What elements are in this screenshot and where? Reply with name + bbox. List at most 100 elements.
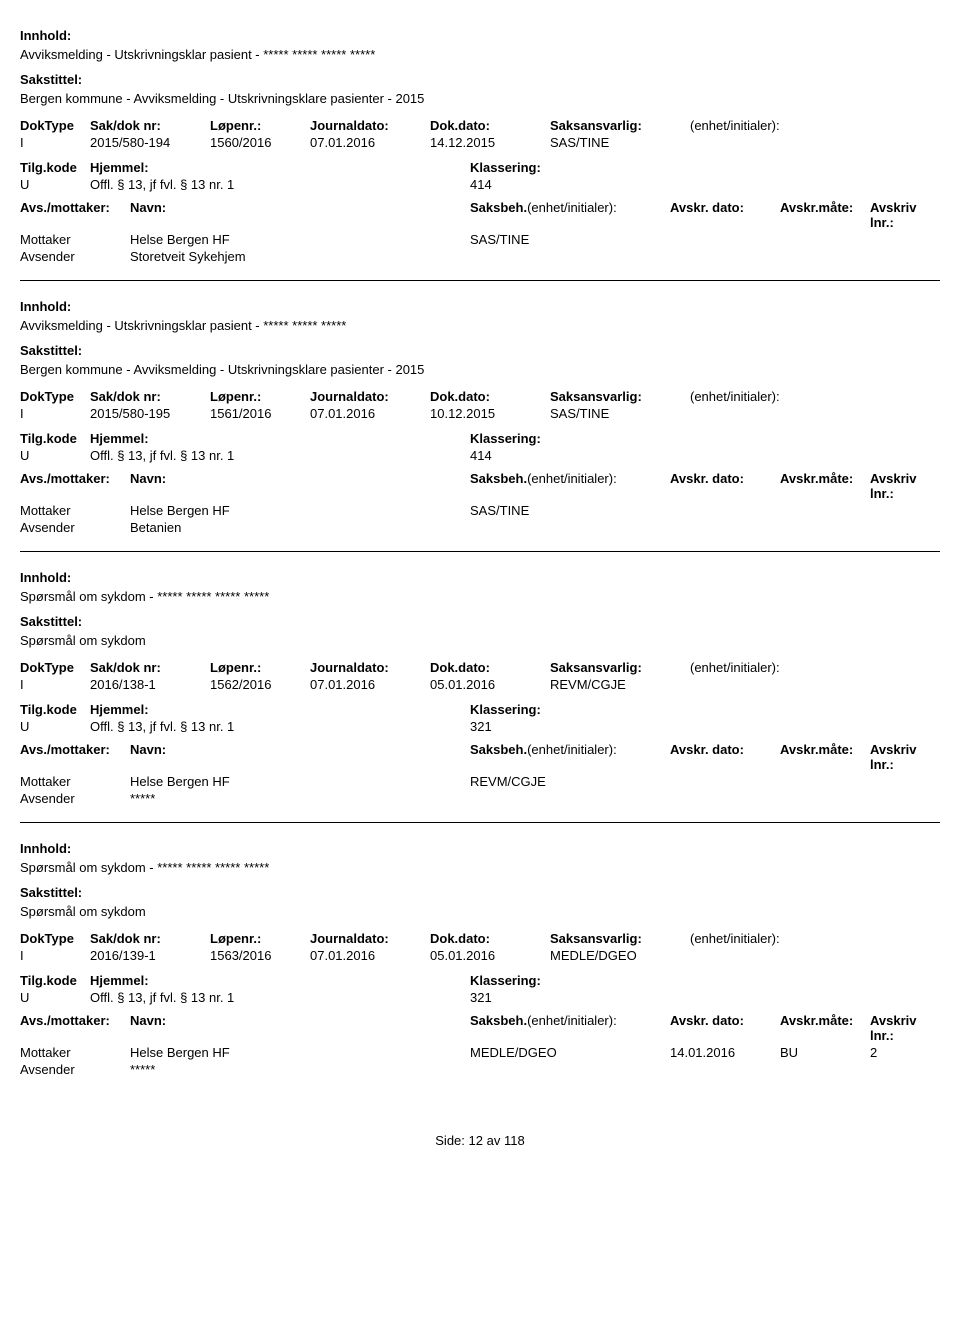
saksbeh-header: Saksbeh.(enhet/initialer): <box>470 200 670 230</box>
saksansvarlig-value: SAS/TINE <box>550 406 690 421</box>
footer-sep: av <box>487 1133 501 1148</box>
klassering-value: 321 <box>470 719 940 734</box>
innhold-value: Spørsmål om sykdom - ***** ***** ***** *… <box>20 860 940 875</box>
avskrdato-label: Avskr. dato: <box>670 200 780 230</box>
journaldato-value: 07.01.2016 <box>310 135 430 150</box>
avsmottaker-label: Avs./mottaker: <box>20 200 130 230</box>
mottaker-navn: Helse Bergen HF <box>130 232 470 247</box>
saksbeh-value: SAS/TINE <box>470 232 670 247</box>
avskrdato-value <box>670 774 780 789</box>
sakstittel-value: Spørsmål om sykdom <box>20 904 940 919</box>
hjemmel-value: Offl. § 13, jf fvl. § 13 nr. 1 <box>90 719 470 734</box>
sakdok-value: 2016/139-1 <box>90 948 210 963</box>
saksbeh-value: SAS/TINE <box>470 503 670 518</box>
sakdok-label: Sak/dok nr: <box>90 931 210 946</box>
enhet-value <box>690 677 940 692</box>
mottaker-navn: Helse Bergen HF <box>130 774 470 789</box>
navn-label: Navn: <box>130 200 470 230</box>
journaldato-label: Journaldato: <box>310 660 430 675</box>
tilgkode-value: U <box>20 719 90 734</box>
navn-label: Navn: <box>130 742 470 772</box>
avskrivlnr-label: Avskriv lnr.: <box>870 742 940 772</box>
innhold-label: Innhold: <box>20 28 940 43</box>
tilgkode-value: U <box>20 990 90 1005</box>
avskrmate-value <box>780 232 870 247</box>
mottaker-role: Mottaker <box>20 503 130 518</box>
mottaker-role: Mottaker <box>20 232 130 247</box>
lopenr-label: Løpenr.: <box>210 118 310 133</box>
tilgkode-value: U <box>20 177 90 192</box>
klassering-label: Klassering: <box>470 160 940 175</box>
enhet-value <box>690 406 940 421</box>
navn-label: Navn: <box>130 471 470 501</box>
tilgkode-label: Tilg.kode <box>20 431 90 446</box>
avskrivlnr-label: Avskriv lnr.: <box>870 471 940 501</box>
doktype-value: I <box>20 406 90 421</box>
footer-total: 118 <box>504 1133 525 1148</box>
hjemmel-label: Hjemmel: <box>90 702 470 717</box>
tilgkode-label: Tilg.kode <box>20 702 90 717</box>
saksansvarlig-value: SAS/TINE <box>550 135 690 150</box>
saksbeh-value: REVM/CGJE <box>470 774 670 789</box>
dokdato-label: Dok.dato: <box>430 931 550 946</box>
sakstittel-label: Sakstittel: <box>20 72 940 87</box>
avskrmate-value: BU <box>780 1045 870 1060</box>
doktype-label: DokType <box>20 118 90 133</box>
tilgkode-label: Tilg.kode <box>20 160 90 175</box>
innhold-value: Spørsmål om sykdom - ***** ***** ***** *… <box>20 589 940 604</box>
mottaker-navn: Helse Bergen HF <box>130 503 470 518</box>
avsmottaker-label: Avs./mottaker: <box>20 471 130 501</box>
avskrivlnr-label: Avskriv lnr.: <box>870 1013 940 1043</box>
sakstittel-value: Bergen kommune - Avviksmelding - Utskriv… <box>20 362 940 377</box>
lopenr-value: 1563/2016 <box>210 948 310 963</box>
innhold-label: Innhold: <box>20 841 940 856</box>
avskrmate-label: Avskr.måte: <box>780 471 870 501</box>
avskrdato-label: Avskr. dato: <box>670 1013 780 1043</box>
avskrmate-label: Avskr.måte: <box>780 1013 870 1043</box>
dokdato-value: 05.01.2016 <box>430 948 550 963</box>
journal-record: Innhold: Spørsmål om sykdom - ***** ****… <box>20 570 940 823</box>
dokdato-value: 05.01.2016 <box>430 677 550 692</box>
journal-record: Innhold: Avviksmelding - Utskrivningskla… <box>20 299 940 552</box>
avskrivlnr-value <box>870 232 940 247</box>
saksansvarlig-label: Saksansvarlig: <box>550 931 690 946</box>
dokdato-value: 14.12.2015 <box>430 135 550 150</box>
klassering-value: 414 <box>470 177 940 192</box>
mottaker-role: Mottaker <box>20 1045 130 1060</box>
doktype-value: I <box>20 677 90 692</box>
sakdok-value: 2015/580-195 <box>90 406 210 421</box>
avsender-role: Avsender <box>20 520 130 535</box>
tilgkode-label: Tilg.kode <box>20 973 90 988</box>
enhet-label: (enhet/initialer): <box>690 118 940 133</box>
avskrdato-label: Avskr. dato: <box>670 471 780 501</box>
lopenr-value: 1562/2016 <box>210 677 310 692</box>
saksbeh-header: Saksbeh.(enhet/initialer): <box>470 471 670 501</box>
avsmottaker-label: Avs./mottaker: <box>20 742 130 772</box>
saksansvarlig-value: MEDLE/DGEO <box>550 948 690 963</box>
footer-prefix: Side: <box>435 1133 465 1148</box>
avskrdato-label: Avskr. dato: <box>670 742 780 772</box>
innhold-value: Avviksmelding - Utskrivningsklar pasient… <box>20 318 940 333</box>
saksbeh-value: MEDLE/DGEO <box>470 1045 670 1060</box>
avsender-navn: Storetveit Sykehjem <box>130 249 470 264</box>
lopenr-label: Løpenr.: <box>210 389 310 404</box>
hjemmel-value: Offl. § 13, jf fvl. § 13 nr. 1 <box>90 990 470 1005</box>
enhet-label: (enhet/initialer): <box>690 931 940 946</box>
saksansvarlig-label: Saksansvarlig: <box>550 660 690 675</box>
journaldato-value: 07.01.2016 <box>310 948 430 963</box>
klassering-label: Klassering: <box>470 431 940 446</box>
sakstittel-label: Sakstittel: <box>20 885 940 900</box>
journaldato-value: 07.01.2016 <box>310 677 430 692</box>
avskrivlnr-value <box>870 503 940 518</box>
avsender-navn: ***** <box>130 791 470 806</box>
avsender-navn: ***** <box>130 1062 470 1077</box>
avskrmate-label: Avskr.måte: <box>780 742 870 772</box>
avsender-navn: Betanien <box>130 520 470 535</box>
sakstittel-value: Spørsmål om sykdom <box>20 633 940 648</box>
hjemmel-value: Offl. § 13, jf fvl. § 13 nr. 1 <box>90 448 470 463</box>
doktype-label: DokType <box>20 389 90 404</box>
avskrivlnr-label: Avskriv lnr.: <box>870 200 940 230</box>
klassering-label: Klassering: <box>470 973 940 988</box>
saksansvarlig-label: Saksansvarlig: <box>550 118 690 133</box>
avskrmate-value <box>780 774 870 789</box>
